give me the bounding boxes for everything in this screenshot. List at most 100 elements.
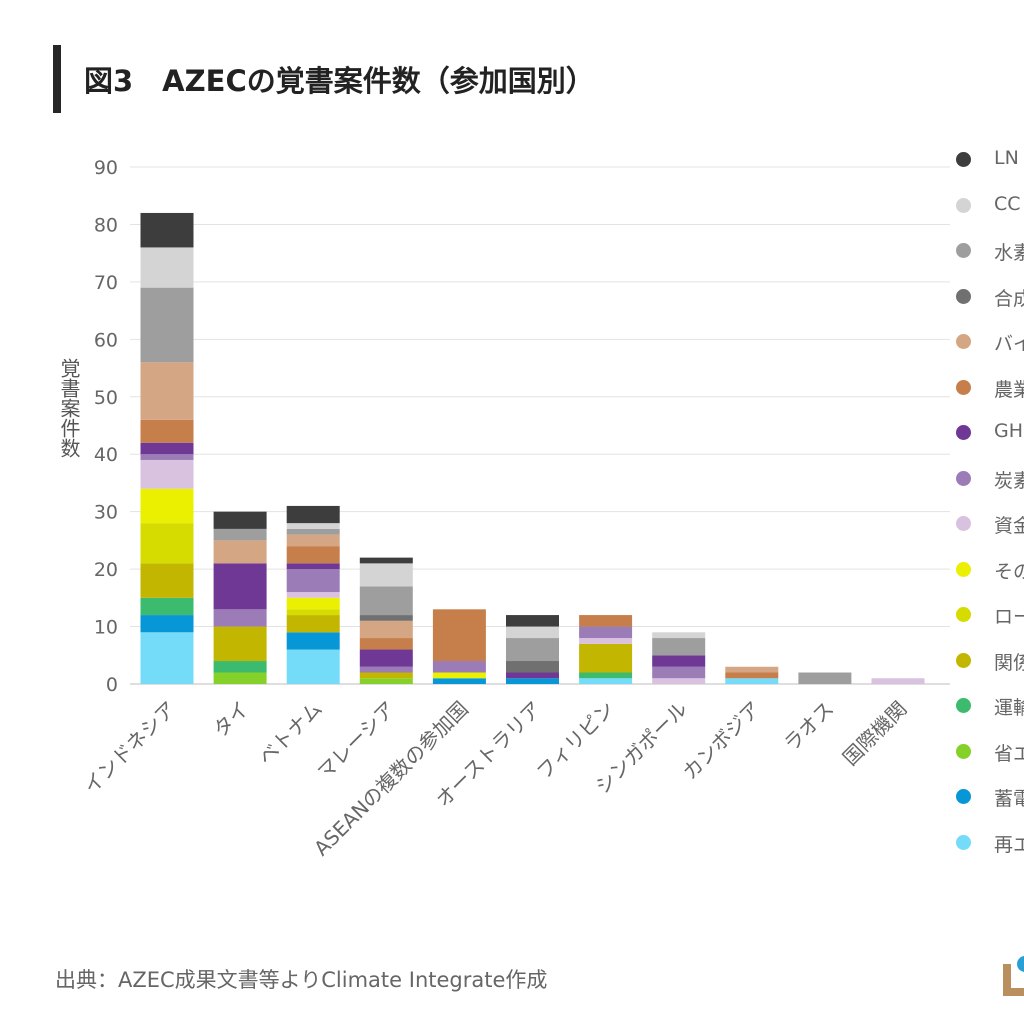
bar-segment — [725, 666, 779, 673]
y-tick-label: 10 — [94, 617, 118, 639]
legend-label: 炭素 — [994, 469, 1024, 492]
bar-segment — [140, 615, 194, 633]
legend-label: 合成 — [994, 287, 1024, 310]
legend-label: CC — [994, 192, 1021, 215]
legend-label: その — [994, 560, 1024, 583]
legend-swatch — [956, 379, 971, 395]
bar-segment — [286, 649, 340, 684]
legend-swatch — [956, 243, 971, 258]
bar-segment — [871, 678, 925, 684]
bar-segment — [652, 655, 706, 667]
x-tick-labels: インドネシア タイ ベトナムマレーシアASEANの複数の参加国オーストラリアフィリピ… — [79, 697, 912, 861]
bar-segment — [506, 672, 559, 679]
legend-swatch — [956, 288, 971, 304]
y-tick-label: 40 — [94, 444, 118, 466]
bar-segment — [286, 615, 340, 633]
legend-label: 関係 — [994, 651, 1024, 674]
y-tick-label: 0 — [106, 674, 118, 696]
bar-segment — [359, 666, 413, 673]
bar-segment — [506, 615, 559, 627]
legend-label: 省エ — [994, 742, 1024, 765]
logo-icon — [1003, 956, 1024, 996]
bar-segment — [359, 563, 413, 587]
legend-swatch — [956, 516, 971, 531]
bar-segment — [579, 643, 633, 673]
bar-segment — [506, 678, 559, 684]
bar-segment — [359, 678, 413, 684]
legend-swatch — [956, 834, 971, 850]
legend-label: GH — [994, 420, 1024, 442]
bar-segment — [359, 557, 413, 564]
bar-segment — [213, 626, 267, 662]
y-tick-label: 70 — [94, 272, 118, 294]
bar-segment — [140, 563, 194, 598]
bar-segment — [213, 609, 267, 627]
bar-segment — [652, 678, 706, 684]
bar-segment — [286, 563, 340, 570]
legend-swatch — [956, 698, 971, 713]
bar-segment — [506, 626, 559, 639]
x-tick-label: タイ — [208, 697, 253, 742]
y-tick-label: 30 — [94, 502, 118, 524]
y-axis-label: 覚書案件数 — [57, 358, 81, 458]
legend-label: 再エ — [994, 833, 1024, 856]
legend-swatch — [956, 425, 971, 440]
bar-segment — [579, 672, 633, 679]
bar-segment — [359, 615, 413, 621]
bar-segment — [140, 212, 194, 248]
legend-label: 資金 — [994, 515, 1024, 537]
chart-title: 図3 AZECの覚書案件数（参加国別） — [84, 64, 595, 98]
bar-segment — [432, 661, 486, 673]
bar-segment — [140, 247, 194, 288]
bar-segment — [432, 609, 486, 662]
bar-segment — [506, 661, 559, 673]
bar-segment — [725, 678, 779, 684]
bar-segment — [359, 620, 413, 639]
bar-segment — [579, 615, 633, 627]
x-tick-label: インドネシア — [79, 697, 181, 799]
legend-swatch — [956, 334, 971, 349]
legend-label: ロー — [994, 606, 1024, 628]
legend-swatch — [956, 743, 971, 759]
gridlines — [130, 166, 950, 685]
bar-segment — [286, 546, 340, 564]
bar-segment — [579, 678, 633, 684]
bar-segment — [286, 523, 340, 529]
bar-segment — [359, 586, 413, 616]
legend-label: 農業 — [994, 378, 1024, 401]
x-tick-label: 国際機関 — [838, 697, 912, 771]
bar-segment — [432, 672, 486, 679]
y-tick-label: 90 — [94, 157, 118, 179]
bar-segment — [286, 528, 340, 535]
legend-swatch — [956, 789, 971, 804]
bar-segment — [359, 672, 413, 679]
bar-segment — [652, 632, 706, 639]
legend-label: バイ — [994, 333, 1024, 355]
bar-segment — [213, 661, 267, 673]
bar-segment — [359, 649, 413, 667]
bar-segment — [286, 609, 340, 616]
bar-segment — [140, 442, 194, 455]
bar-segment — [286, 592, 340, 598]
bar-segment — [286, 632, 340, 650]
bar-segment — [359, 638, 413, 650]
bar-segment — [286, 597, 340, 610]
legend-label: 運輸 — [994, 697, 1024, 719]
y-tick-labels: 0 10 20 30 40 50 60 70 80 90 — [94, 157, 118, 696]
bar-segment — [213, 540, 267, 564]
x-tick-label: ラオス — [779, 697, 838, 756]
y-tick-label: 60 — [94, 329, 118, 351]
y-tick-label: 50 — [94, 387, 118, 409]
bar-segment — [140, 362, 194, 420]
bar-segment — [140, 459, 194, 489]
y-tick-label: 80 — [94, 214, 118, 236]
bar-segment — [140, 597, 194, 616]
bar-segment — [432, 678, 486, 684]
bar-segment — [506, 638, 559, 662]
bar-segment — [798, 672, 852, 684]
bars — [140, 212, 925, 684]
source-note: 出典：AZEC成果文書等よりClimate Integrate作成 — [55, 968, 548, 992]
bar-segment — [213, 511, 267, 529]
bar-segment — [579, 626, 633, 639]
